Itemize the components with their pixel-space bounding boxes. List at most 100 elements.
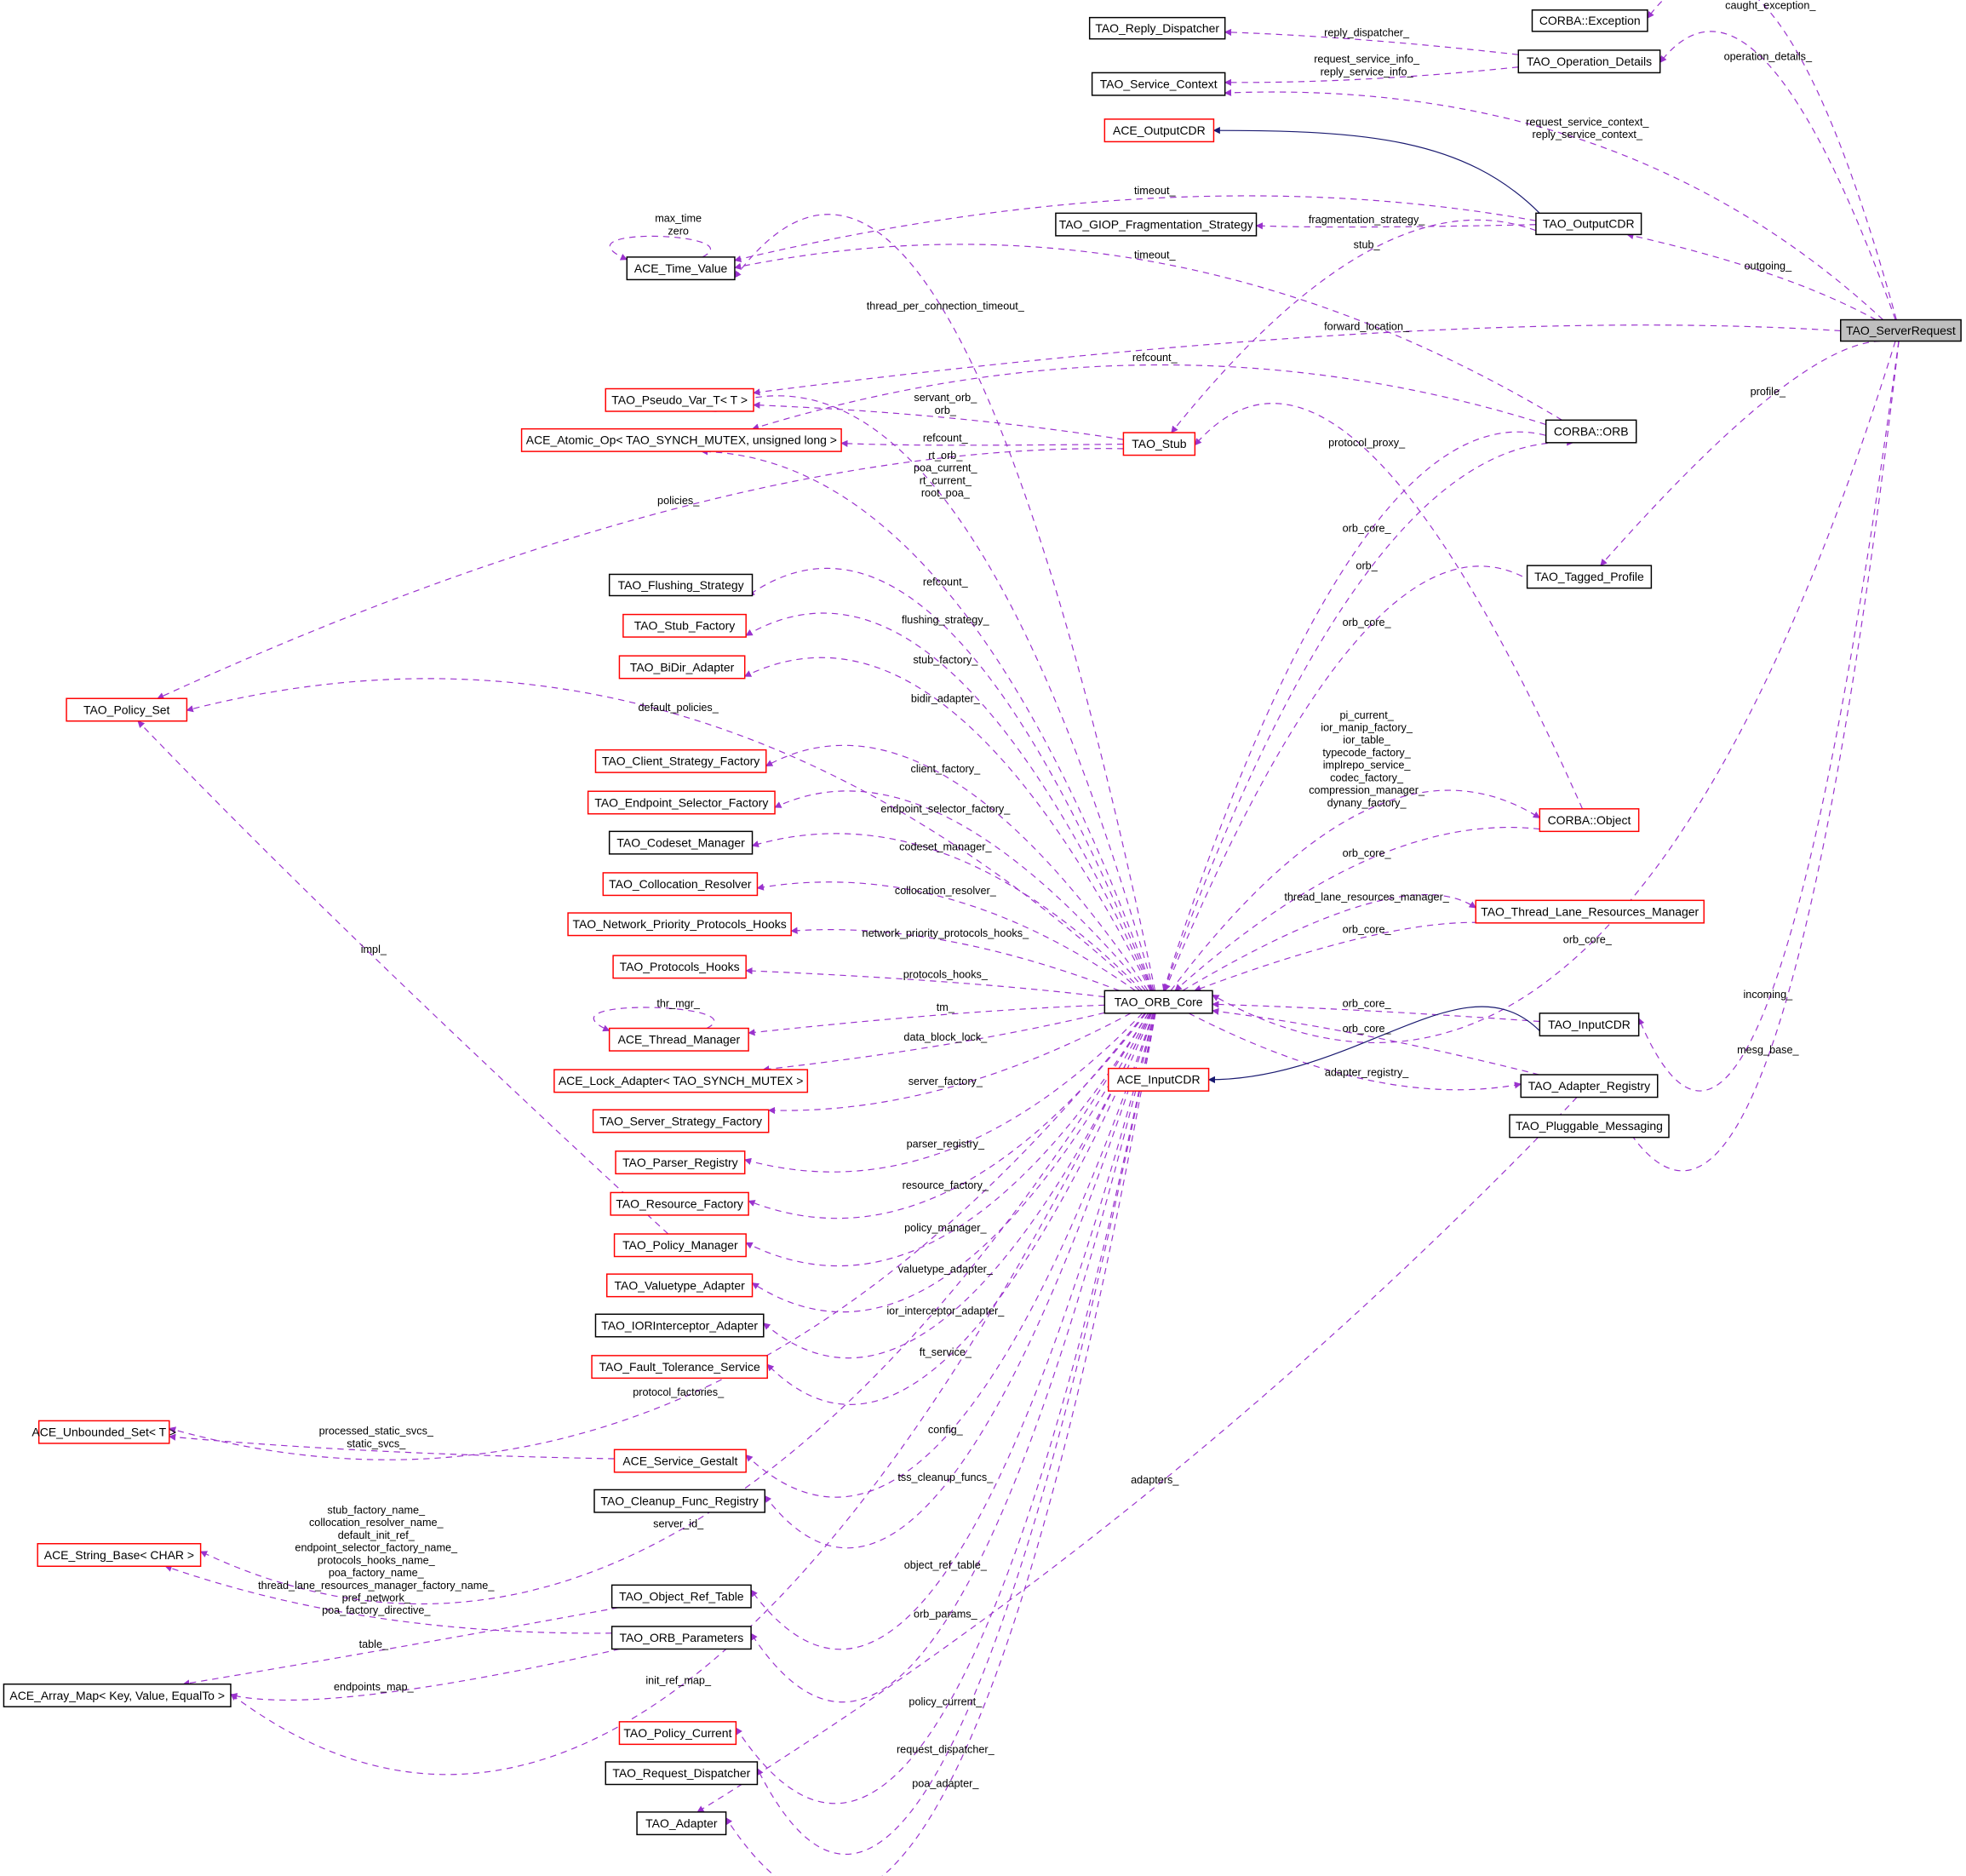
node-label[interactable]: TAO_Protocols_Hooks (620, 960, 740, 973)
node-label[interactable]: ACE_Unbounded_Set< T > (32, 1426, 176, 1439)
node-box[interactable] (605, 387, 754, 412)
node-label[interactable]: ACE_Lock_Adapter< TAO_SYNCH_MUTEX > (559, 1074, 804, 1087)
class-node-lock-adapter[interactable]: ACE_Lock_Adapter< TAO_SYNCH_MUTEX > (553, 1069, 809, 1093)
node-box[interactable] (615, 1150, 746, 1175)
node-label[interactable]: ACE_Thread_Manager (618, 1033, 741, 1047)
node-box[interactable] (1103, 990, 1213, 1014)
class-node-ace-output-cdr[interactable]: ACE_OutputCDR (1103, 118, 1215, 143)
node-box[interactable] (1108, 1067, 1210, 1092)
class-node-service-context[interactable]: TAO_Service_Context (1091, 72, 1226, 96)
class-node-bidir-adapter[interactable]: TAO_BiDir_Adapter (618, 655, 746, 680)
node-label[interactable]: ACE_InputCDR (1117, 1073, 1201, 1087)
node-box[interactable] (608, 1027, 749, 1052)
node-label[interactable]: TAO_InputCDR (1548, 1018, 1631, 1031)
class-node-thread-lane[interactable]: TAO_Thread_Lane_Resources_Manager (1475, 899, 1705, 924)
class-node-unbounded-set[interactable]: ACE_Unbounded_Set< T > (32, 1420, 176, 1444)
node-box[interactable] (1091, 72, 1226, 96)
class-node-network-priority[interactable]: TAO_Network_Priority_Protocols_Hooks (567, 912, 792, 937)
node-box[interactable] (37, 1543, 202, 1567)
node-label[interactable]: TAO_Parser_Registry (622, 1156, 738, 1169)
class-node-tao-input-cdr[interactable]: TAO_InputCDR (1539, 1013, 1640, 1037)
node-label[interactable]: TAO_Service_Context (1100, 77, 1218, 91)
class-node-array-map[interactable]: ACE_Array_Map< Key, Value, EqualTo > (3, 1683, 232, 1707)
node-box[interactable] (1545, 419, 1637, 444)
class-node-policy-manager[interactable]: TAO_Policy_Manager (613, 1233, 747, 1258)
class-node-server-request[interactable]: TAO_ServerRequest (1840, 318, 1962, 342)
node-box[interactable] (553, 1069, 809, 1093)
class-node-valuetype-adapter[interactable]: TAO_Valuetype_Adapter (605, 1273, 754, 1298)
node-label[interactable]: TAO_Client_Strategy_Factory (602, 754, 759, 768)
class-node-operation-details[interactable]: TAO_Operation_Details (1517, 49, 1661, 74)
node-label[interactable]: ACE_Array_Map< Key, Value, EqualTo > (9, 1689, 225, 1702)
class-node-orb-parameters[interactable]: TAO_ORB_Parameters (610, 1626, 752, 1650)
node-box[interactable] (1103, 118, 1215, 143)
node-box[interactable] (594, 749, 767, 773)
node-box[interactable] (591, 1355, 768, 1380)
class-node-cleanup-registry[interactable]: TAO_Cleanup_Func_Registry (593, 1489, 766, 1513)
node-label[interactable]: TAO_ORB_Parameters (620, 1631, 744, 1644)
class-node-adapter-registry[interactable]: TAO_Adapter_Registry (1520, 1074, 1659, 1099)
node-box[interactable] (618, 1721, 737, 1746)
node-box[interactable] (1531, 9, 1648, 32)
class-node-ace-input-cdr[interactable]: ACE_InputCDR (1108, 1067, 1210, 1092)
node-box[interactable] (66, 697, 188, 722)
class-node-tao-stub[interactable]: TAO_Stub (1122, 432, 1196, 456)
node-box[interactable] (610, 1626, 752, 1650)
node-box[interactable] (592, 1109, 770, 1133)
node-box[interactable] (608, 830, 754, 855)
node-label[interactable]: TAO_Fault_Tolerance_Service (599, 1360, 760, 1374)
node-box[interactable] (594, 1313, 765, 1338)
node-label[interactable]: TAO_Reply_Dispatcher (1095, 21, 1219, 35)
class-node-tao-output-cdr[interactable]: TAO_OutputCDR (1535, 212, 1642, 236)
node-box[interactable] (605, 1273, 754, 1298)
node-box[interactable] (1088, 16, 1226, 40)
class-node-reply-dispatcher[interactable]: TAO_Reply_Dispatcher (1088, 16, 1226, 40)
node-label[interactable]: TAO_ORB_Core (1115, 995, 1203, 1008)
node-label[interactable]: TAO_ServerRequest (1846, 324, 1956, 337)
node-box[interactable] (602, 872, 759, 897)
node-label[interactable]: CORBA::Exception (1539, 14, 1641, 27)
class-node-giop-frag[interactable]: TAO_GIOP_Fragmentation_Strategy (1055, 212, 1258, 237)
class-node-codeset-manager[interactable]: TAO_Codeset_Manager (608, 830, 754, 855)
node-box[interactable] (618, 655, 746, 680)
node-label[interactable]: TAO_Policy_Set (83, 703, 170, 716)
class-node-server-strategy[interactable]: TAO_Server_Strategy_Factory (592, 1109, 770, 1133)
node-label[interactable]: TAO_Thread_Lane_Resources_Manager (1481, 904, 1699, 918)
class-node-corba-object[interactable]: CORBA::Object (1539, 808, 1640, 833)
class-node-tao-adapter[interactable]: TAO_Adapter (636, 1811, 727, 1836)
node-label[interactable]: CORBA::Object (1548, 813, 1631, 827)
node-label[interactable]: ACE_Service_Gestalt (622, 1454, 737, 1467)
node-box[interactable] (1055, 212, 1258, 237)
class-node-flushing-strategy[interactable]: TAO_Flushing_Strategy (608, 573, 754, 597)
class-node-policy-set[interactable]: TAO_Policy_Set (66, 697, 188, 722)
class-node-fault-tolerance[interactable]: TAO_Fault_Tolerance_Service (591, 1355, 768, 1380)
class-node-stub-factory[interactable]: TAO_Stub_Factory (622, 613, 747, 638)
class-node-time-value[interactable]: ACE_Time_Value (626, 256, 736, 281)
node-label[interactable]: TAO_Object_Ref_Table (619, 1589, 744, 1603)
class-node-endpoint-selector[interactable]: TAO_Endpoint_Selector_Factory (587, 790, 776, 815)
class-node-policy-current[interactable]: TAO_Policy_Current (618, 1721, 737, 1746)
node-box[interactable] (613, 1233, 747, 1258)
node-label[interactable]: TAO_Network_Priority_Protocols_Hooks (572, 917, 786, 931)
node-box[interactable] (1526, 565, 1653, 589)
node-label[interactable]: ACE_Atomic_Op< TAO_SYNCH_MUTEX, unsigned… (526, 433, 837, 447)
node-label[interactable]: TAO_Server_Strategy_Factory (599, 1114, 762, 1127)
node-label[interactable]: CORBA::ORB (1554, 424, 1629, 438)
class-node-client-strategy[interactable]: TAO_Client_Strategy_Factory (594, 749, 767, 773)
class-node-ior-interceptor[interactable]: TAO_IORInterceptor_Adapter (594, 1313, 765, 1338)
node-box[interactable] (3, 1683, 232, 1707)
node-box[interactable] (612, 955, 747, 979)
class-node-request-dispatcher[interactable]: TAO_Request_Dispatcher (605, 1761, 759, 1786)
class-node-pluggable-messaging[interactable]: TAO_Pluggable_Messaging (1509, 1114, 1670, 1139)
node-label[interactable]: ACE_String_Base< CHAR > (44, 1548, 194, 1562)
node-label[interactable]: TAO_Pseudo_Var_T< T > (611, 393, 748, 407)
node-box[interactable] (587, 790, 776, 815)
node-label[interactable]: TAO_BiDir_Adapter (630, 660, 735, 674)
node-box[interactable] (1517, 49, 1661, 74)
node-label[interactable]: TAO_Adapter_Registry (1528, 1079, 1650, 1093)
node-box[interactable] (1509, 1114, 1670, 1139)
node-box[interactable] (1535, 212, 1642, 236)
node-label[interactable]: TAO_OutputCDR (1543, 217, 1635, 231)
node-box[interactable] (1840, 318, 1962, 342)
node-label[interactable]: TAO_Stub (1132, 437, 1186, 450)
